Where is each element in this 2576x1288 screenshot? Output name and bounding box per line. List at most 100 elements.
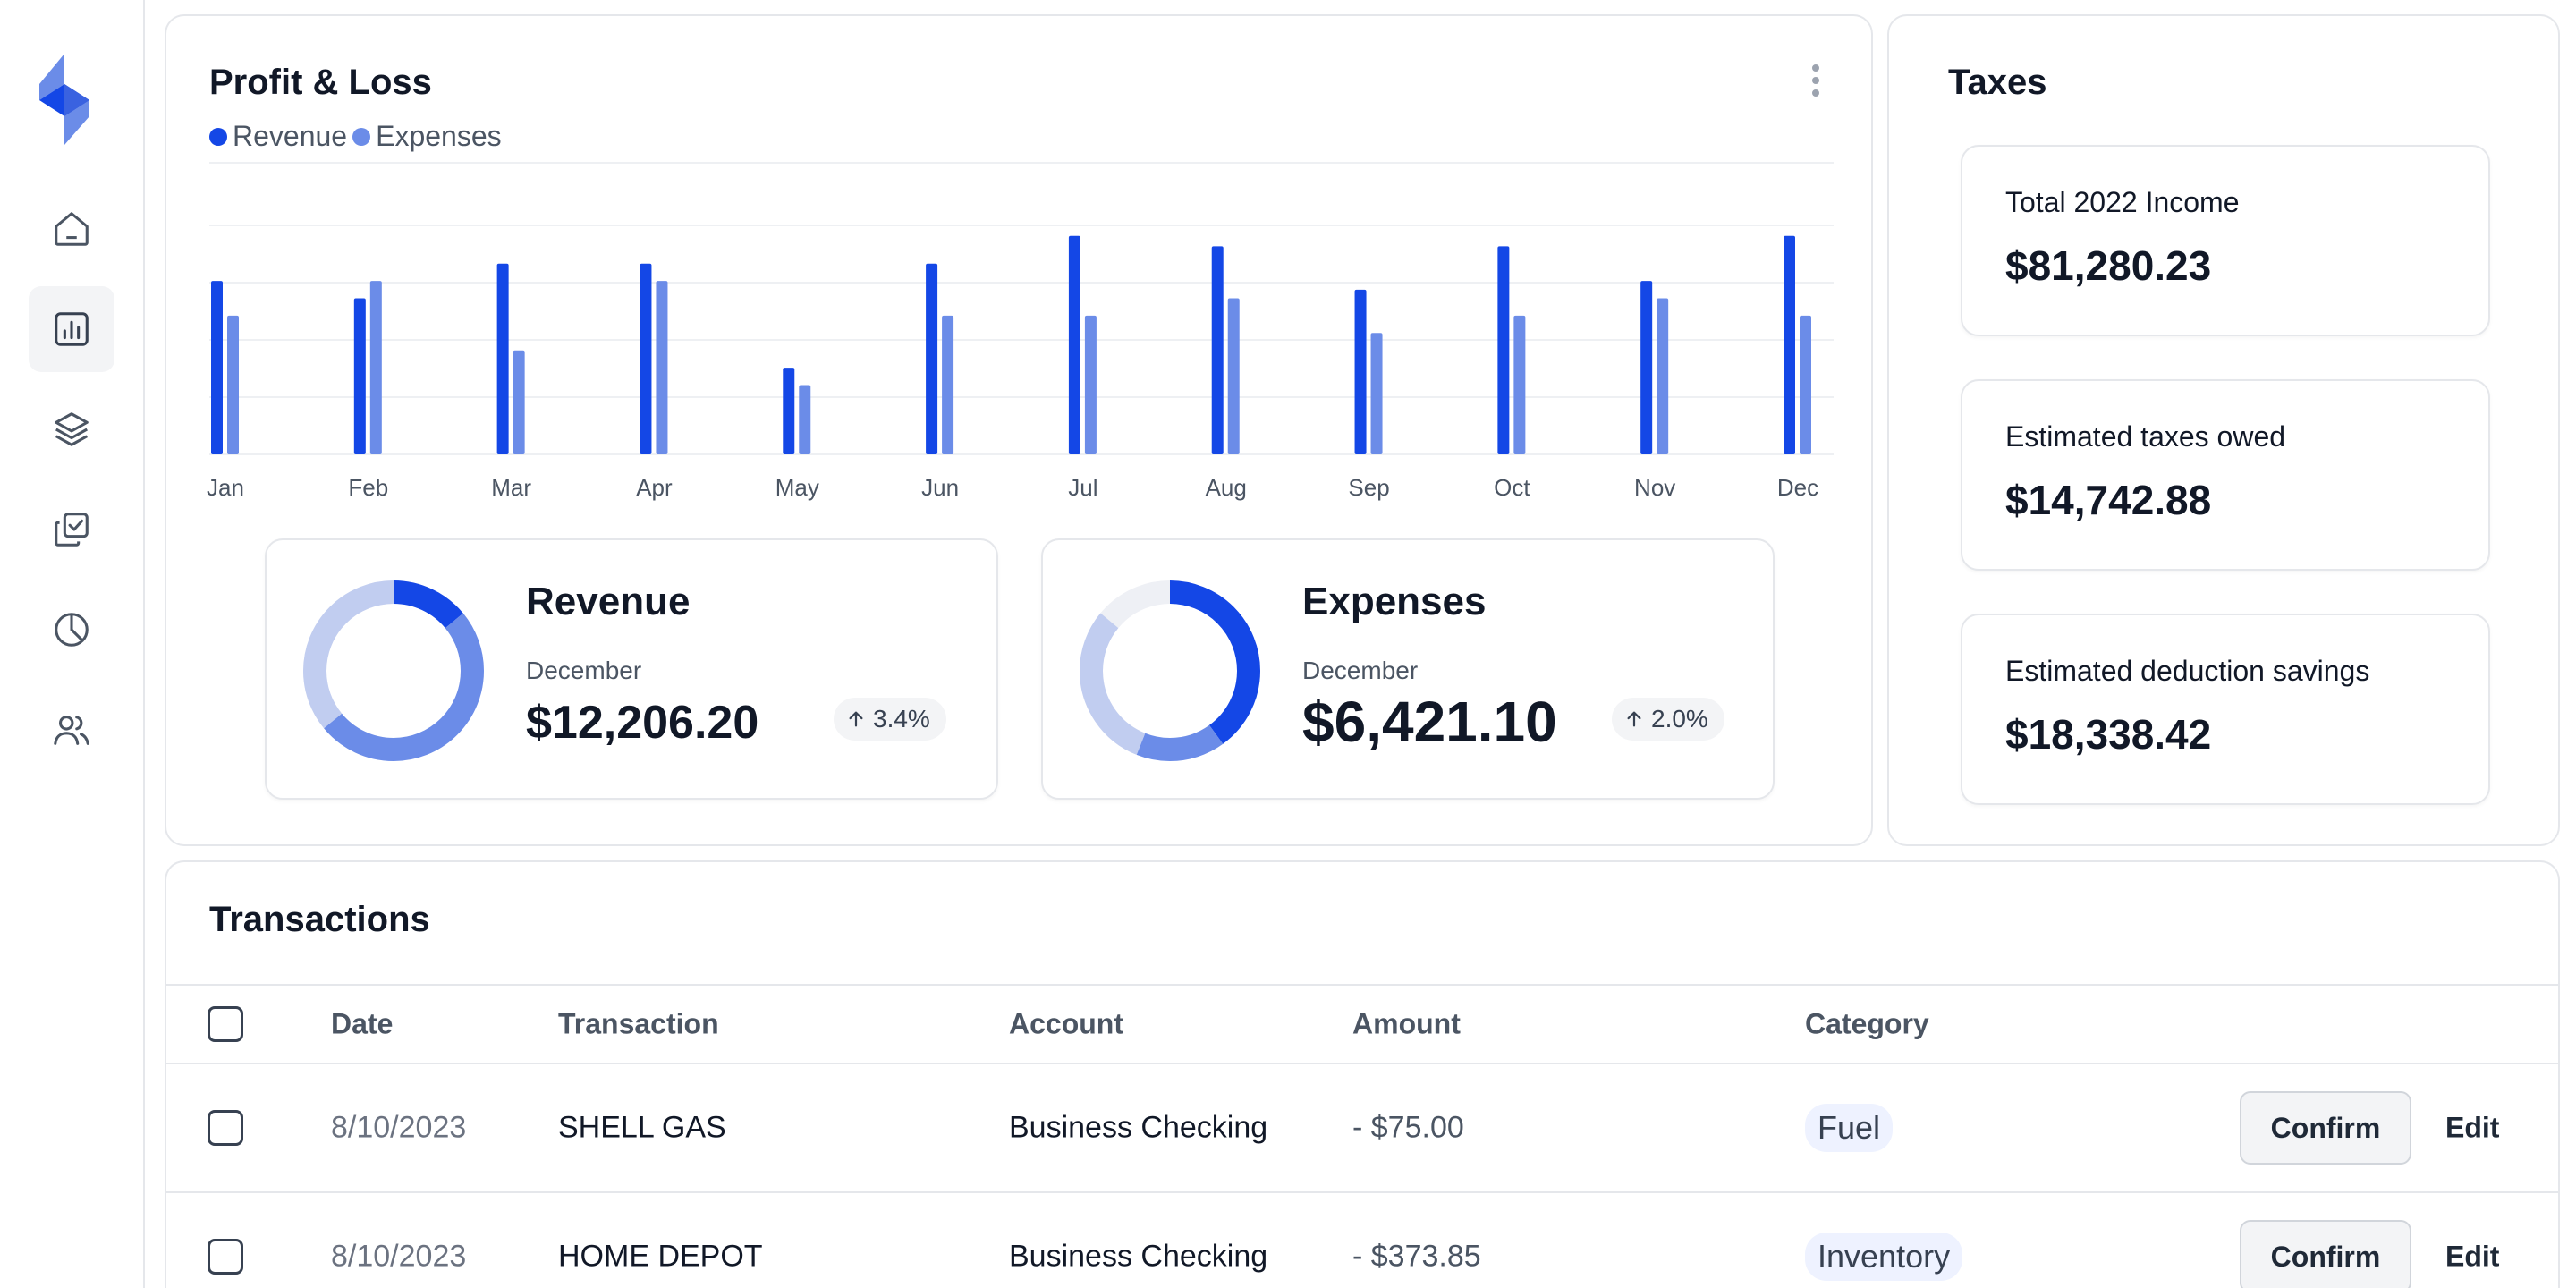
row-checkbox[interactable]: [208, 1110, 243, 1146]
bar-expenses-dec[interactable]: [1800, 315, 1811, 454]
transactions-table: Date Transaction Account Amount Category…: [166, 984, 2558, 1288]
edit-link[interactable]: Edit: [2445, 1111, 2500, 1144]
bar-revenue-nov[interactable]: [1640, 281, 1653, 454]
confirm-button[interactable]: Confirm: [2240, 1220, 2411, 1288]
nav-layers[interactable]: [29, 386, 114, 472]
nav-reports[interactable]: [29, 286, 114, 372]
transactions-title: Transactions: [209, 900, 430, 939]
x-tick-label: Sep: [1348, 474, 1389, 501]
bar-expenses-jan[interactable]: [227, 315, 239, 454]
bar-revenue-dec[interactable]: [1784, 235, 1795, 454]
revenue-change-badge: 3.4%: [834, 698, 946, 741]
row-transaction: SHELL GAS: [558, 1110, 726, 1145]
row-amount: - $373.85: [1352, 1239, 1481, 1274]
bar-revenue-jun[interactable]: [926, 263, 938, 454]
bar-revenue-sep[interactable]: [1354, 289, 1367, 454]
taxes-card: Taxes Total 2022 Income $81,280.23 Estim…: [1887, 14, 2560, 846]
bar-expenses-nov[interactable]: [1657, 298, 1669, 454]
column-header-date[interactable]: Date: [331, 1007, 394, 1040]
column-header-account[interactable]: Account: [1009, 1007, 1123, 1040]
category-badge[interactable]: Fuel: [1805, 1104, 1894, 1152]
chart-legend: Revenue Expenses: [209, 120, 507, 153]
bar-expenses-mar[interactable]: [513, 350, 525, 454]
x-tick-label: May: [775, 474, 819, 501]
layers-icon: [55, 412, 89, 446]
nav-analytics[interactable]: [29, 587, 114, 673]
home-icon: [55, 212, 89, 246]
legend-revenue-label: Revenue: [233, 120, 348, 152]
bar-revenue-may[interactable]: [783, 368, 795, 454]
bar-expenses-jul[interactable]: [1084, 315, 1097, 454]
arrow-up-icon: [1627, 711, 1641, 727]
more-vertical-icon[interactable]: [1810, 64, 1821, 100]
row-date: 8/10/2023: [331, 1239, 467, 1274]
revenue-card-value: $12,206.20: [526, 697, 759, 749]
transactions-card: Transactions Date Transaction Account Am…: [165, 860, 2560, 1288]
edit-link[interactable]: Edit: [2445, 1240, 2500, 1273]
donut-segment[interactable]: [303, 580, 484, 761]
x-tick-label: Jun: [921, 474, 959, 501]
confirm-button[interactable]: Confirm: [2240, 1091, 2411, 1165]
expenses-card-period: December: [1302, 657, 1419, 684]
bar-expenses-apr[interactable]: [656, 281, 668, 454]
donut-segment[interactable]: [1080, 580, 1260, 761]
x-tick-label: Jul: [1068, 474, 1097, 501]
bar-expenses-may[interactable]: [799, 385, 811, 454]
expenses-change-value: 2.0%: [1651, 705, 1708, 733]
profit-loss-title: Profit & Loss: [209, 63, 432, 102]
x-tick-label: Oct: [1494, 474, 1530, 501]
row-date: 8/10/2023: [331, 1110, 467, 1145]
expenses-card-title: Expenses: [1302, 580, 1487, 623]
tax-tile-income[interactable]: Total 2022 Income $81,280.23: [1961, 145, 2490, 336]
expenses-donut-chart: [1080, 580, 1260, 761]
revenue-summary-card[interactable]: Revenue December $12,206.20 3.4%: [265, 538, 998, 800]
expenses-card-value: $6,421.10: [1302, 690, 1557, 754]
donut-segment[interactable]: [1080, 580, 1260, 761]
nav-home[interactable]: [29, 186, 114, 272]
revenue-change-value: 3.4%: [873, 705, 930, 733]
table-row[interactable]: 8/10/2023 HOME DEPOT Business Checking -…: [166, 1193, 2558, 1288]
legend-expenses-label: Expenses: [376, 120, 502, 152]
table-row[interactable]: 8/10/2023 SHELL GAS Business Checking - …: [166, 1064, 2558, 1193]
bar-expenses-feb[interactable]: [369, 281, 382, 454]
donut-segment[interactable]: [1080, 580, 1260, 761]
checklist-icon: [55, 513, 89, 547]
bar-expenses-jun[interactable]: [942, 315, 954, 454]
row-account: Business Checking: [1009, 1239, 1268, 1274]
x-tick-label: Apr: [636, 474, 673, 501]
revenue-donut-chart: [303, 580, 484, 761]
row-amount: - $75.00: [1352, 1110, 1464, 1145]
nav-contacts[interactable]: [29, 687, 114, 773]
bar-chart-icon: [55, 312, 89, 346]
bar-revenue-oct[interactable]: [1497, 246, 1510, 454]
bar-revenue-apr[interactable]: [640, 263, 652, 454]
table-header-row: Date Transaction Account Amount Category: [166, 984, 2558, 1064]
tax-tile-deduction-savings[interactable]: Estimated deduction savings $18,338.42: [1961, 614, 2490, 805]
bar-revenue-jul[interactable]: [1068, 235, 1080, 454]
bar-expenses-aug[interactable]: [1227, 298, 1240, 454]
bar-revenue-aug[interactable]: [1211, 246, 1224, 454]
column-header-amount[interactable]: Amount: [1352, 1007, 1461, 1040]
bar-revenue-jan[interactable]: [211, 281, 223, 454]
column-header-transaction[interactable]: Transaction: [558, 1007, 719, 1040]
tax-tile-value: $18,338.42: [2005, 711, 2212, 758]
app-logo[interactable]: [38, 54, 100, 145]
legend-revenue-swatch: [209, 127, 227, 146]
select-all-checkbox[interactable]: [208, 1006, 243, 1042]
bar-revenue-mar[interactable]: [496, 263, 509, 454]
nav-tasks[interactable]: [29, 487, 114, 572]
donut-segment[interactable]: [303, 580, 484, 761]
column-header-category[interactable]: Category: [1805, 1007, 1929, 1040]
x-tick-label: Feb: [348, 474, 388, 501]
bar-revenue-feb[interactable]: [353, 298, 366, 454]
bar-expenses-sep[interactable]: [1370, 333, 1383, 454]
expenses-change-badge: 2.0%: [1612, 698, 1724, 741]
expenses-summary-card[interactable]: Expenses December $6,421.10 2.0%: [1041, 538, 1775, 800]
profit-loss-card: Profit & Loss Revenue Expenses Jan Feb Mar…: [165, 14, 1873, 846]
bar-expenses-oct[interactable]: [1513, 315, 1526, 454]
tax-tile-taxes-owed[interactable]: Estimated taxes owed $14,742.88: [1961, 379, 2490, 571]
row-checkbox[interactable]: [208, 1239, 243, 1275]
category-badge[interactable]: Inventory: [1805, 1233, 1963, 1281]
row-account: Business Checking: [1009, 1110, 1268, 1145]
users-icon: [54, 716, 89, 745]
